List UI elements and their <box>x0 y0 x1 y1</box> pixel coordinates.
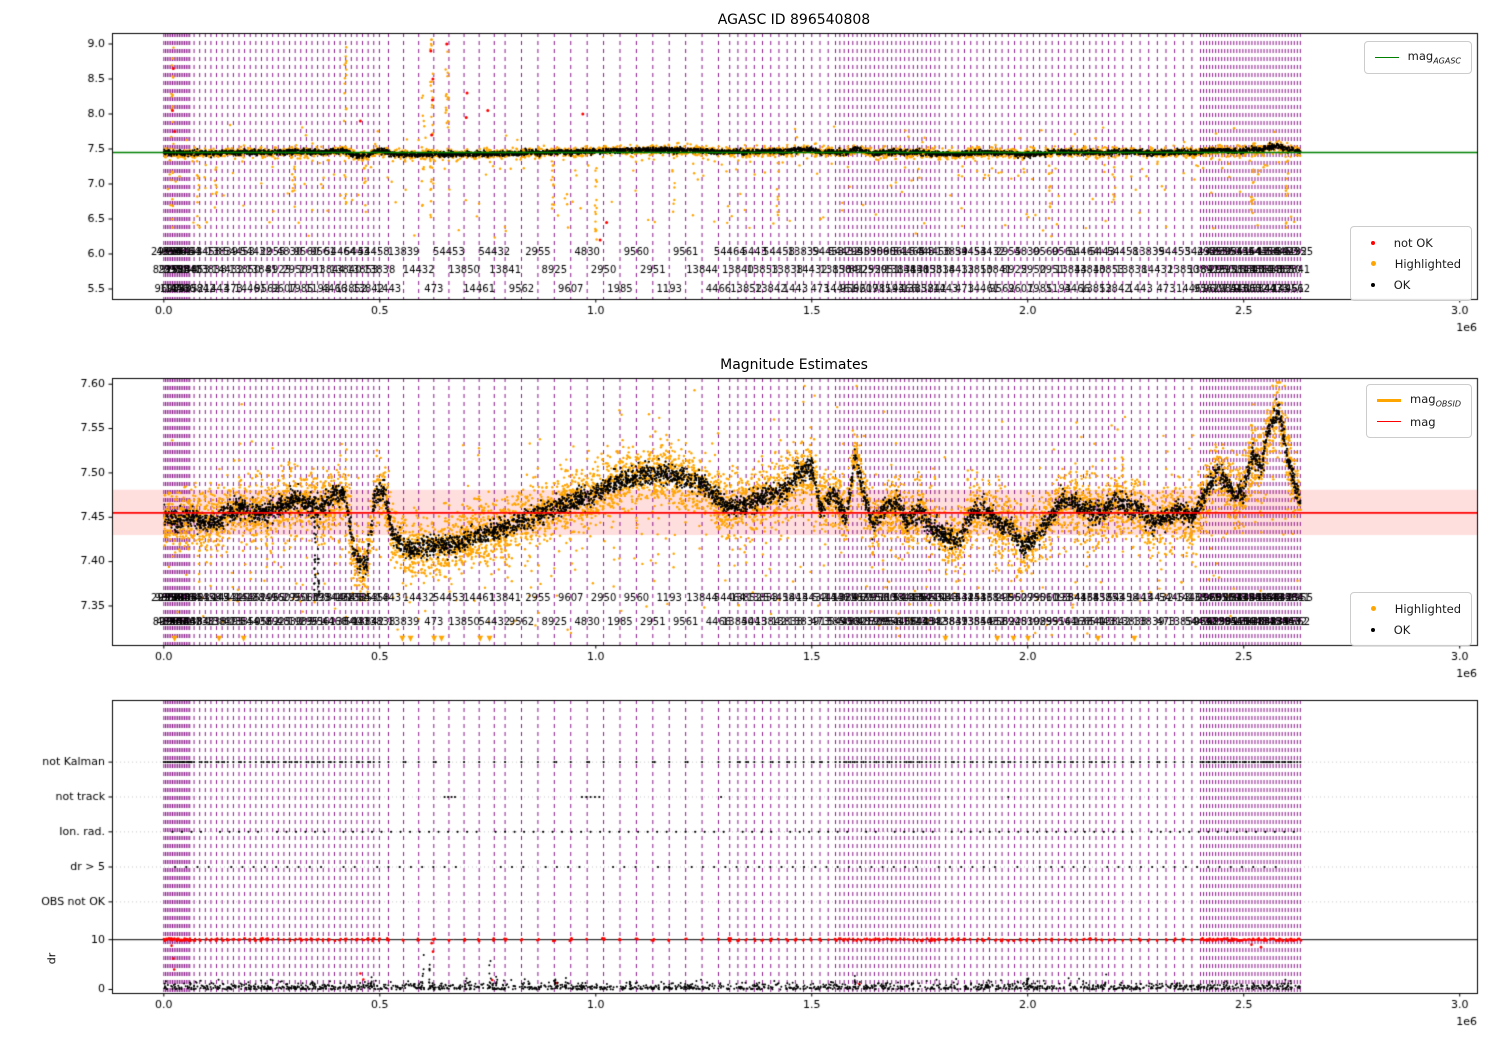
legend-row-not-ok: not OK <box>1361 232 1461 253</box>
legend-label-not-ok: not OK <box>1393 235 1433 250</box>
red-line-swatch <box>1377 421 1402 422</box>
legend-mag-lines: magOBSID mag <box>1366 384 1472 438</box>
legend-row-ok-2: OK <box>1361 619 1461 640</box>
red-dot-swatch <box>1370 240 1375 245</box>
legend-flags-top: not OK Highlighted OK <box>1349 226 1472 301</box>
legend-row-highlighted: Highlighted <box>1361 253 1461 274</box>
plot2-title: Magnitude Estimates <box>720 357 868 373</box>
legend-row-ok: OK <box>1361 274 1461 295</box>
legend-label-mag-obsid: magOBSID <box>1410 392 1461 409</box>
legend-mag-agasc: magAGASC <box>1363 41 1472 74</box>
legend-label-highlighted: Highlighted <box>1394 256 1461 271</box>
black-dot-swatch <box>1370 282 1375 287</box>
legend-label-mag: mag <box>1410 414 1436 429</box>
legend-flags-mid: Highlighted OK <box>1349 592 1472 646</box>
legend-row-highlighted-2: Highlighted <box>1361 598 1461 619</box>
orange-line-swatch <box>1377 399 1402 402</box>
plot1-title: AGASC ID 896540808 <box>717 12 871 28</box>
legend-label-mag-agasc: magAGASC <box>1407 49 1461 66</box>
legend-label-ok: OK <box>1393 277 1411 292</box>
legend-row-mag: mag <box>1377 411 1461 432</box>
legend-label-highlighted-2: Highlighted <box>1394 601 1461 616</box>
legend-label-ok-2: OK <box>1393 622 1411 637</box>
legend-row-mag-agasc: magAGASC <box>1374 47 1461 68</box>
legend-row-mag-obsid: magOBSID <box>1377 390 1461 411</box>
orange-dot-swatch <box>1370 261 1376 266</box>
black-dot-swatch <box>1370 627 1375 632</box>
dr-axis-label: dr <box>45 952 59 965</box>
orange-dot-swatch <box>1370 606 1376 611</box>
green-line-swatch <box>1374 57 1399 58</box>
